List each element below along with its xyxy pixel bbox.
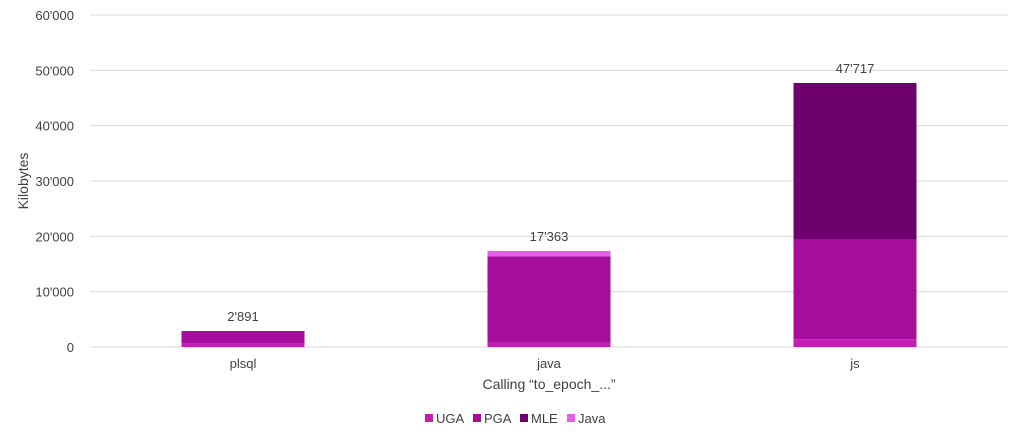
x-tick-label-java: java <box>536 356 562 371</box>
legend-swatch-mle <box>520 414 528 422</box>
legend-label-java: Java <box>578 411 606 426</box>
legend-label-uga: UGA <box>436 411 465 426</box>
total-labels: 2'891 17'363 47'717 <box>227 61 874 324</box>
x-tick-label-js: js <box>849 356 860 371</box>
legend-swatch-pga <box>473 414 481 422</box>
y-tick-label: 60'000 <box>35 8 74 23</box>
bar-segment-pga-plsql <box>181 331 305 344</box>
gridlines <box>90 14 1008 348</box>
bar-segment-uga-plsql <box>181 343 305 347</box>
y-tick-label: 40'000 <box>35 119 74 134</box>
total-label-js: 47'717 <box>836 61 875 76</box>
bar-segment-mle-js <box>793 82 917 240</box>
y-tick-label: 30'000 <box>35 174 74 189</box>
y-tick-label: 20'000 <box>35 229 74 244</box>
total-label-plsql: 2'891 <box>227 309 258 324</box>
y-axis-ticks: 0 10'000 20'000 30'000 40'000 50'000 60'000 <box>35 8 74 355</box>
legend-label-pga: PGA <box>484 411 512 426</box>
legend-swatch-uga <box>425 414 433 422</box>
bar-segment-uga-js <box>793 339 917 347</box>
y-tick-label: 50'000 <box>35 63 74 78</box>
bar-segment-java-java <box>487 250 611 257</box>
bar-segment-uga-java <box>487 342 611 347</box>
x-tick-label-plsql: plsql <box>230 356 257 371</box>
bar-segment-pga-java <box>487 256 611 343</box>
bars <box>181 82 917 347</box>
y-tick-label: 10'000 <box>35 285 74 300</box>
y-tick-label: 0 <box>67 340 74 355</box>
total-label-java: 17'363 <box>530 229 569 244</box>
bar-segment-pga-js <box>793 239 917 340</box>
legend-label-mle: MLE <box>531 411 558 426</box>
legend: UGA PGA MLE Java <box>425 411 606 426</box>
x-axis-ticks: plsql java js <box>230 356 861 371</box>
y-axis-title: Kilobytes <box>15 153 31 210</box>
legend-swatch-java <box>567 414 575 422</box>
x-axis-title: Calling “to_epoch_...” <box>482 376 615 392</box>
